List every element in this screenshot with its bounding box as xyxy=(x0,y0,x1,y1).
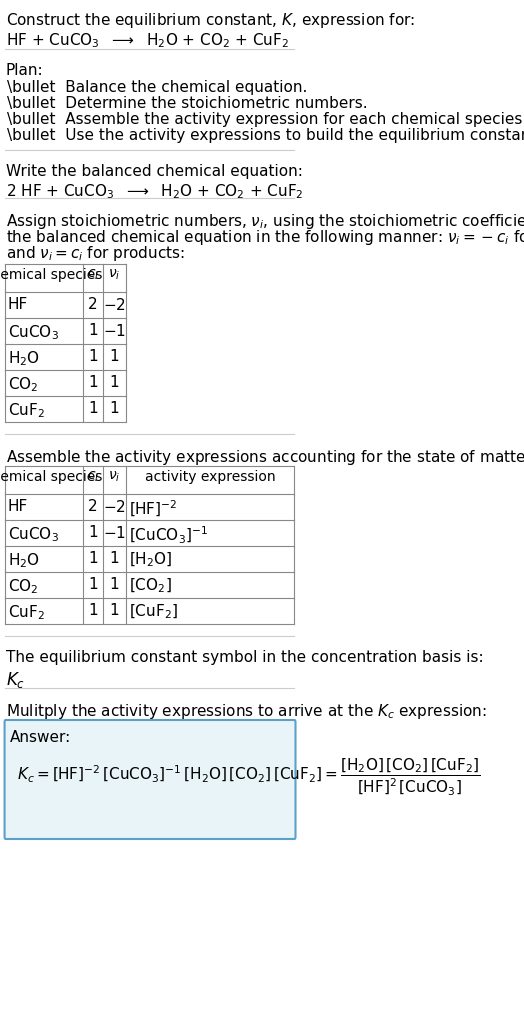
Text: and $\nu_i = c_i$ for products:: and $\nu_i = c_i$ for products: xyxy=(6,244,184,263)
Text: $c_i$: $c_i$ xyxy=(86,268,99,282)
Text: 1: 1 xyxy=(88,323,97,338)
Text: H$_2$O: H$_2$O xyxy=(8,349,40,368)
Text: HF + CuCO$_3$  $\longrightarrow$  H$_2$O + CO$_2$ + CuF$_2$: HF + CuCO$_3$ $\longrightarrow$ H$_2$O +… xyxy=(6,31,289,50)
Text: $-$2: $-$2 xyxy=(103,297,126,313)
Text: 1: 1 xyxy=(110,603,119,618)
Text: $K_c = \mathrm{[HF]^{-2}\,[CuCO_3]^{-1}\,[H_2O]\,[CO_2]\,[CuF_2]}$$ = \dfrac{\ma: $K_c = \mathrm{[HF]^{-2}\,[CuCO_3]^{-1}\… xyxy=(17,756,481,798)
Text: HF: HF xyxy=(8,499,28,514)
Text: \bullet  Assemble the activity expression for each chemical species.: \bullet Assemble the activity expression… xyxy=(7,112,524,127)
Text: 1: 1 xyxy=(110,375,119,390)
Text: $-$2: $-$2 xyxy=(103,499,126,515)
Text: $-$1: $-$1 xyxy=(103,323,126,339)
Text: 2: 2 xyxy=(88,499,97,514)
Text: [CuF$_2$]: [CuF$_2$] xyxy=(129,603,178,622)
Text: CuCO$_3$: CuCO$_3$ xyxy=(8,525,59,544)
Text: 1: 1 xyxy=(88,551,97,566)
Text: 1: 1 xyxy=(88,525,97,540)
Text: Plan:: Plan: xyxy=(6,63,43,78)
Text: chemical species: chemical species xyxy=(0,470,103,484)
Text: 1: 1 xyxy=(110,551,119,566)
Text: $c_i$: $c_i$ xyxy=(86,470,99,484)
Text: $-$1: $-$1 xyxy=(103,525,126,541)
Text: 1: 1 xyxy=(88,349,97,364)
Text: [CO$_2$]: [CO$_2$] xyxy=(129,577,172,595)
Text: $\nu_i$: $\nu_i$ xyxy=(108,470,121,484)
Text: 1: 1 xyxy=(88,577,97,592)
Text: Write the balanced chemical equation:: Write the balanced chemical equation: xyxy=(6,164,302,179)
Text: 2: 2 xyxy=(88,297,97,312)
Text: CO$_2$: CO$_2$ xyxy=(8,375,38,393)
Text: 1: 1 xyxy=(88,375,97,390)
Text: 1: 1 xyxy=(110,401,119,416)
FancyBboxPatch shape xyxy=(5,720,296,839)
Text: \bullet  Use the activity expressions to build the equilibrium constant expressi: \bullet Use the activity expressions to … xyxy=(7,128,524,143)
Text: [H$_2$O]: [H$_2$O] xyxy=(129,551,172,569)
Text: Assemble the activity expressions accounting for the state of matter and $\nu_i$: Assemble the activity expressions accoun… xyxy=(6,448,524,467)
Text: $\nu_i$: $\nu_i$ xyxy=(108,268,121,282)
Text: chemical species: chemical species xyxy=(0,268,103,282)
Text: 1: 1 xyxy=(110,349,119,364)
Text: [CuCO$_3$]$^{-1}$: [CuCO$_3$]$^{-1}$ xyxy=(129,525,208,546)
Text: Construct the equilibrium constant, $K$, expression for:: Construct the equilibrium constant, $K$,… xyxy=(6,11,415,30)
Text: 1: 1 xyxy=(88,603,97,618)
Text: Assign stoichiometric numbers, $\nu_i$, using the stoichiometric coefficients, $: Assign stoichiometric numbers, $\nu_i$, … xyxy=(6,212,524,231)
Text: HF: HF xyxy=(8,297,28,312)
Text: Mulitply the activity expressions to arrive at the $K_c$ expression:: Mulitply the activity expressions to arr… xyxy=(6,702,486,721)
Text: CuCO$_3$: CuCO$_3$ xyxy=(8,323,59,342)
Text: 1: 1 xyxy=(110,577,119,592)
Text: $K_c$: $K_c$ xyxy=(6,670,25,690)
Text: CuF$_2$: CuF$_2$ xyxy=(8,603,45,622)
Text: the balanced chemical equation in the following manner: $\nu_i = -c_i$ for react: the balanced chemical equation in the fo… xyxy=(6,228,524,247)
Text: CuF$_2$: CuF$_2$ xyxy=(8,401,45,420)
Text: activity expression: activity expression xyxy=(145,470,275,484)
Text: Answer:: Answer: xyxy=(10,730,71,745)
Text: CO$_2$: CO$_2$ xyxy=(8,577,38,595)
Text: The equilibrium constant symbol in the concentration basis is:: The equilibrium constant symbol in the c… xyxy=(6,650,483,665)
Text: [HF]$^{-2}$: [HF]$^{-2}$ xyxy=(129,499,177,519)
Text: H$_2$O: H$_2$O xyxy=(8,551,40,570)
Text: 1: 1 xyxy=(88,401,97,416)
Text: 2 HF + CuCO$_3$  $\longrightarrow$  H$_2$O + CO$_2$ + CuF$_2$: 2 HF + CuCO$_3$ $\longrightarrow$ H$_2$O… xyxy=(6,182,303,201)
Text: \bullet  Balance the chemical equation.: \bullet Balance the chemical equation. xyxy=(7,80,307,95)
Text: \bullet  Determine the stoichiometric numbers.: \bullet Determine the stoichiometric num… xyxy=(7,96,367,111)
